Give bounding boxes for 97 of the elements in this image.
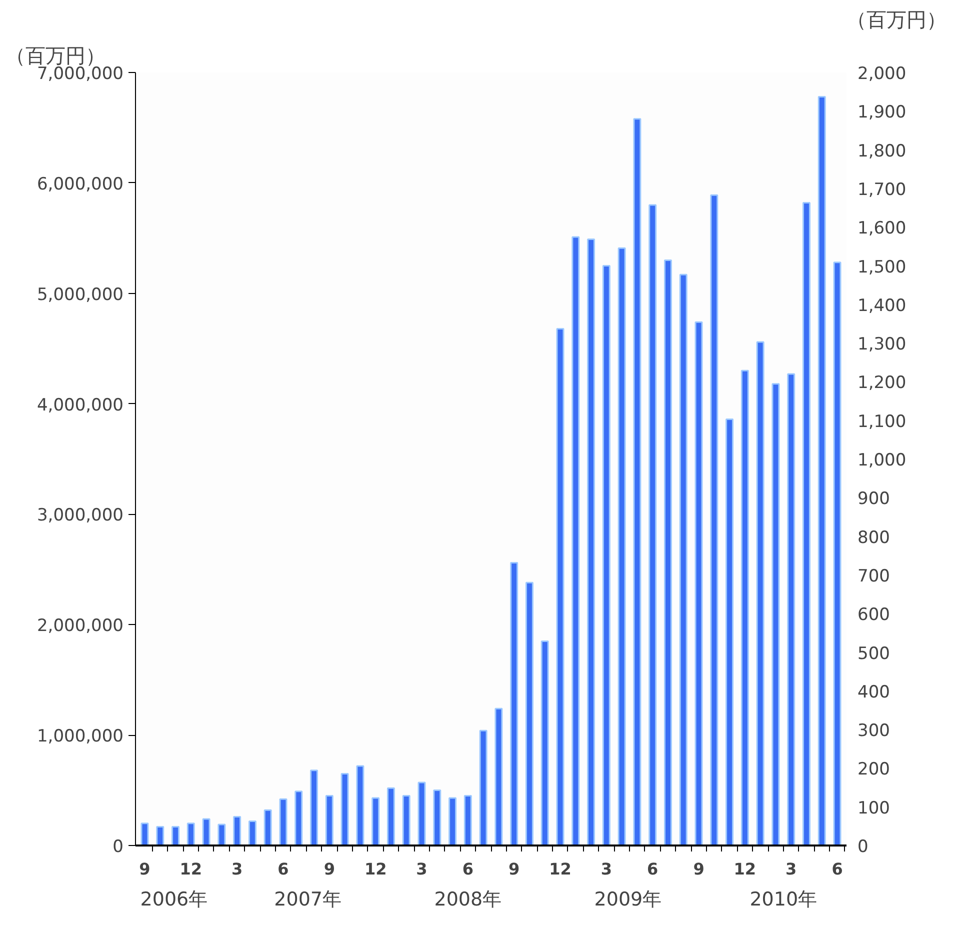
bar: [156, 826, 164, 846]
y2-tick-label: 800: [858, 528, 890, 548]
bar: [772, 383, 780, 846]
bar: [140, 822, 149, 846]
x-tick-label: 6: [462, 860, 474, 878]
x-tick-label: 3: [416, 860, 428, 878]
x-tick-label: 9: [693, 860, 704, 878]
y-tick-label: 2,000,000: [36, 616, 124, 636]
y2-tick-label: 900: [858, 489, 890, 510]
bar: [694, 321, 703, 846]
text: 2008年: [434, 888, 502, 910]
bar: [494, 708, 503, 846]
y2-tick-label: 2,000: [858, 64, 906, 84]
bar: [448, 797, 457, 846]
y-tick-label: 3,000,000: [36, 506, 124, 526]
y2-tick-label: 1,000: [858, 450, 906, 470]
y2-tick-label: 100: [858, 798, 890, 818]
bar: [218, 824, 226, 846]
bar: [172, 826, 180, 846]
x-tick-label: 3: [786, 860, 797, 878]
x-tick-label: 12: [549, 860, 572, 878]
text: 2009年: [594, 888, 662, 910]
bar: [556, 328, 564, 846]
x-tick-label: 9: [139, 860, 150, 878]
bar: [356, 765, 364, 846]
y2-tick-label: 1,400: [858, 296, 906, 316]
y2-tick-label: 300: [858, 721, 890, 742]
x-tick-label: 12: [180, 860, 202, 878]
bar: [540, 640, 549, 846]
y2-tick-label: 1,100: [858, 412, 906, 432]
x-tick-label: 9: [324, 860, 335, 878]
y2-tick-label: 1,700: [858, 180, 906, 200]
x-tick-label: 6: [832, 860, 843, 878]
bar: [525, 582, 534, 846]
bar: [818, 96, 826, 846]
text: 2007年: [274, 888, 342, 910]
y-tick-label: 6,000,000: [36, 174, 124, 194]
x-tick-label: 6: [278, 860, 289, 878]
x-tick-label: 12: [364, 860, 387, 878]
text: 2010年: [750, 888, 818, 910]
bar: [433, 790, 442, 846]
bar: [202, 818, 210, 846]
y2-axis-title: （百万円）: [846, 8, 946, 32]
y2-tick-label: 1,600: [858, 218, 906, 239]
bar: [740, 370, 749, 846]
bar: [372, 797, 380, 846]
bar: [679, 274, 688, 846]
y-tick-label: 0: [112, 837, 124, 857]
bar: [402, 795, 410, 846]
y-tick-label: 1,000,000: [36, 726, 124, 747]
bar: [572, 236, 580, 846]
bar: [710, 194, 718, 846]
bar: [264, 809, 272, 846]
bar: [664, 259, 672, 846]
x-tick-label: 3: [600, 860, 612, 878]
bar: [418, 782, 426, 846]
text: 2006年: [140, 888, 208, 910]
y2-tick-label: 0: [858, 837, 868, 857]
y2-tick-label: 1,900: [858, 102, 906, 123]
x-tick-label: 3: [232, 860, 243, 878]
bar: [310, 770, 318, 846]
y2-tick-label: 1,800: [858, 141, 906, 162]
bar: [787, 373, 796, 846]
bar: [802, 202, 810, 846]
bar: [386, 787, 395, 846]
x-tick-label: 12: [734, 860, 756, 878]
y2-tick-label: 200: [858, 760, 890, 780]
bar: [633, 118, 642, 846]
y2-tick-label: 500: [858, 644, 890, 664]
bar: [479, 730, 488, 846]
y-axis-title: （百万円）: [6, 44, 106, 68]
bar: [294, 790, 303, 846]
bar: [248, 820, 256, 846]
bar: [602, 265, 610, 846]
bar: [325, 795, 334, 846]
bar: [618, 247, 626, 846]
x-tick-label: 6: [647, 860, 658, 878]
y2-tick-label: 700: [858, 566, 890, 586]
y2-tick-label: 1,500: [858, 257, 906, 278]
y-tick-label: 4,000,000: [36, 395, 124, 416]
y2-tick-label: 1,300: [858, 334, 906, 355]
y2-tick-label: 1,200: [858, 373, 906, 394]
x-tick-label: 9: [508, 860, 520, 878]
bar: [340, 772, 349, 846]
y2-tick-label: 600: [858, 605, 890, 626]
bar: [186, 822, 195, 846]
bar: [279, 798, 288, 846]
bar: [464, 795, 472, 846]
bar: [726, 418, 734, 846]
bar: [510, 562, 518, 846]
bar: [833, 262, 842, 846]
bar: [756, 341, 764, 846]
y2-tick-label: 400: [858, 682, 890, 702]
y-tick-label: 5,000,000: [36, 284, 124, 305]
bar: [587, 238, 596, 846]
bar: [648, 204, 657, 846]
bar: [233, 816, 242, 846]
